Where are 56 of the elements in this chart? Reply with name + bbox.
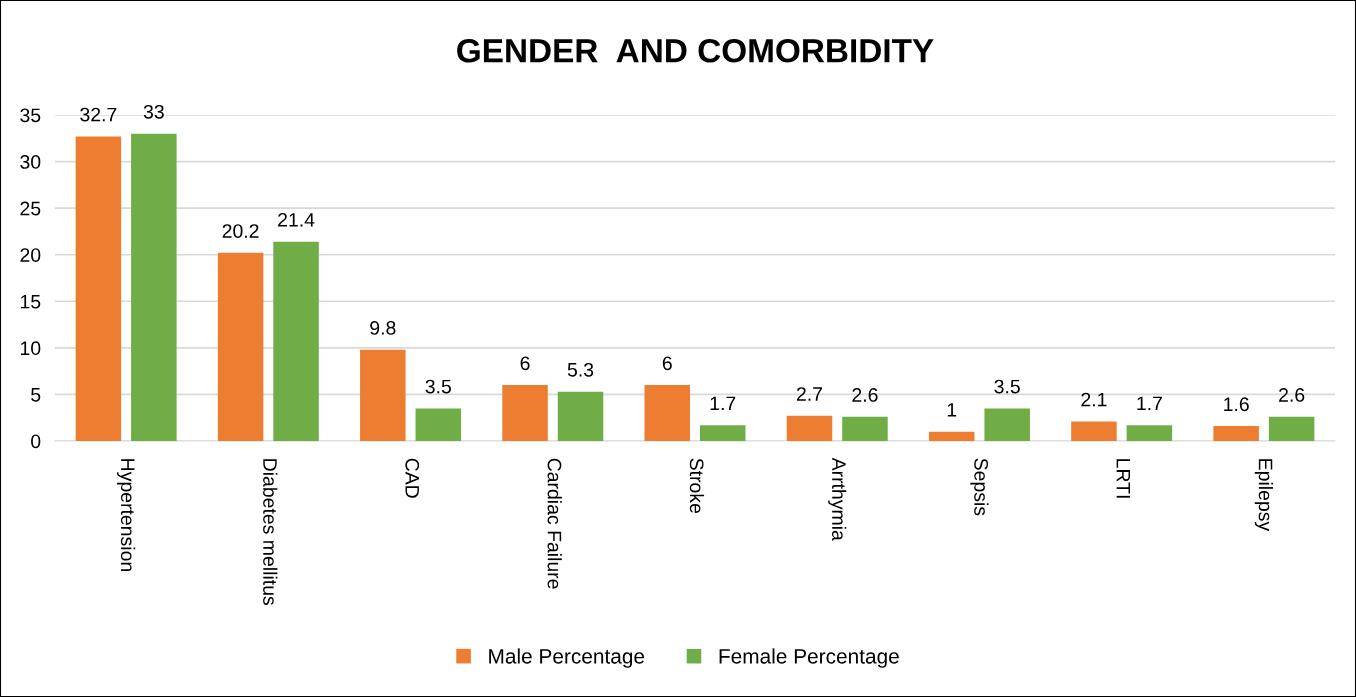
data-label: 33 — [143, 104, 164, 119]
y-tick-label: 25 — [20, 201, 41, 216]
bar — [928, 431, 975, 441]
data-label: 1.6 — [1224, 397, 1249, 412]
x-tick-label: Sepsis — [970, 458, 989, 516]
data-label: 3.5 — [994, 379, 1020, 394]
bar — [644, 385, 691, 441]
data-label: 2.6 — [1279, 388, 1305, 402]
x-tick-label: Epilepsy — [1254, 459, 1273, 532]
legend-label: Female Percentage — [719, 648, 899, 668]
y-tick-label: 0 — [31, 434, 41, 449]
y-tick-label: 10 — [20, 341, 41, 356]
chart-title: GENDER AND COMORBIDITY — [457, 38, 934, 63]
bar — [502, 385, 548, 441]
data-label: 3.5 — [425, 379, 451, 394]
data-label: 32.7 — [80, 107, 117, 122]
bar — [1213, 426, 1259, 441]
bar — [699, 425, 746, 441]
bar — [786, 415, 833, 441]
data-label: 2.6 — [852, 388, 878, 402]
bar — [557, 391, 604, 441]
x-tick-label: LRTI — [1116, 459, 1131, 498]
bar — [842, 416, 888, 441]
data-label: 1.7 — [1137, 396, 1162, 411]
y-tick-label: 20 — [20, 248, 41, 262]
y-tick-label: 30 — [20, 155, 41, 169]
y-tick-label: 15 — [20, 294, 41, 309]
bar — [360, 349, 406, 441]
data-label: 9.8 — [370, 321, 396, 335]
bar — [1268, 416, 1315, 441]
x-tick-label: Diabetes mellitus — [263, 459, 278, 606]
data-label: 6 — [520, 356, 530, 371]
bar — [415, 408, 462, 441]
bar — [217, 252, 264, 441]
x-tick-label: Arrthymia — [828, 457, 847, 541]
x-tick-label: Cardiac Failure — [547, 458, 562, 589]
legend-label: Male Percentage — [489, 648, 645, 668]
data-label: 1 — [947, 403, 957, 417]
bar — [1071, 421, 1117, 441]
y-tick-label: 35 — [20, 108, 41, 123]
data-label: 6 — [662, 356, 672, 371]
bar — [984, 408, 1030, 441]
data-label: 1.7 — [710, 396, 736, 411]
x-tick-label: Hypertension — [117, 459, 136, 571]
bar — [75, 136, 122, 441]
bar — [273, 241, 319, 441]
bar — [131, 133, 177, 441]
data-label: 2.7 — [796, 387, 823, 401]
x-tick-label: Stroke — [689, 458, 705, 513]
data-label: 2.1 — [1081, 392, 1107, 407]
data-label: 5.3 — [567, 362, 594, 377]
x-tick-label: CAD — [405, 458, 420, 498]
bar — [1126, 425, 1173, 441]
data-label: 21.4 — [278, 212, 315, 227]
y-tick-label: 5 — [31, 388, 41, 402]
data-label: 20.2 — [222, 224, 259, 238]
